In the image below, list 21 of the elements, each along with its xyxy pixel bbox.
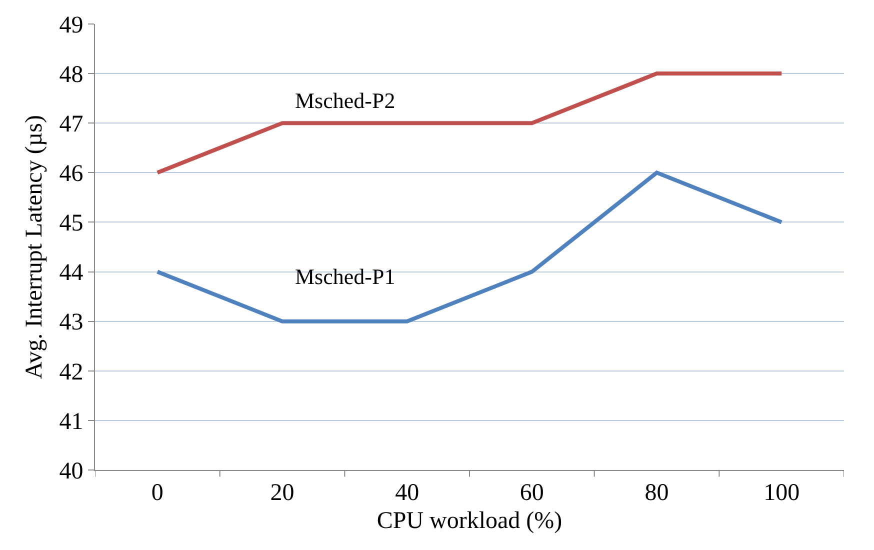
y-tick-label: 48 [59, 62, 84, 88]
series-label: Msched-P2 [295, 88, 396, 113]
y-tick-label: 43 [59, 310, 84, 336]
y-axis-title: Avg. Interrupt Latency (µs) [21, 115, 48, 379]
x-tick-label: 80 [644, 480, 669, 506]
x-tick-label: 60 [520, 480, 544, 506]
series-label: Msched-P1 [295, 264, 396, 289]
y-tick-label: 45 [59, 210, 84, 237]
y-tick-label: 41 [59, 408, 84, 435]
x-axis-title: CPU workload (%) [376, 508, 562, 534]
line-series [155, 170, 784, 324]
y-tick-label: 46 [59, 161, 84, 188]
y-tick-label: 42 [59, 359, 84, 386]
y-tick-label: 40 [59, 458, 84, 484]
y-tick-label: 49 [59, 12, 84, 38]
x-tick-label: 20 [270, 480, 294, 506]
x-tick-label: 100 [764, 480, 800, 506]
x-tick-label: 40 [395, 480, 420, 506]
x-tick-label: 0 [151, 480, 164, 506]
y-tick-label: 44 [59, 260, 84, 286]
y-tick-label: 47 [59, 112, 84, 138]
